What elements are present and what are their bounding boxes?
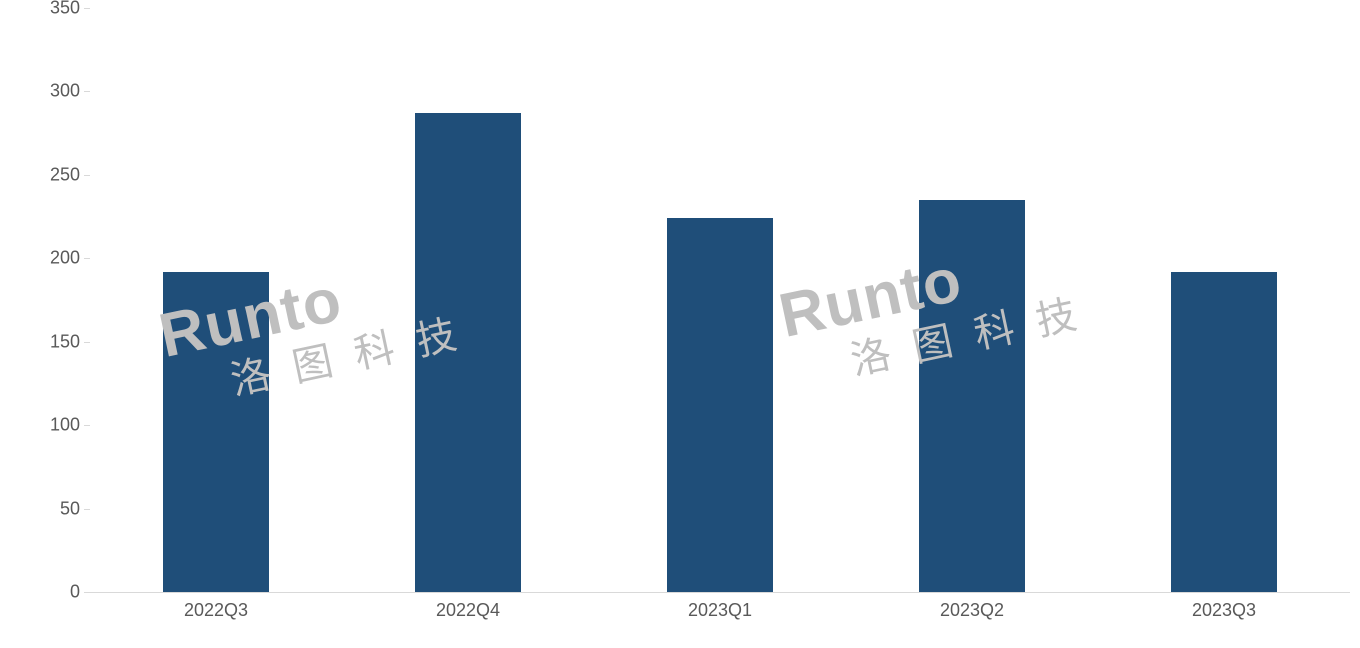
y-axis-tick-label: 100 [10,415,80,436]
bar [1171,272,1277,592]
y-axis-tick-label: 150 [10,331,80,352]
x-axis-tick-label: 2022Q3 [184,600,248,621]
x-axis-tick-label: 2022Q4 [436,600,500,621]
y-axis-tick-mark [84,175,90,176]
x-axis-tick-label: 2023Q3 [1192,600,1256,621]
y-axis-tick-mark [84,91,90,92]
plot-area [90,8,1350,593]
y-axis-tick-mark [84,8,90,9]
bar [667,218,773,592]
x-axis-tick-label: 2023Q2 [940,600,1004,621]
y-axis-tick-label: 300 [10,81,80,102]
y-axis-tick-label: 0 [10,582,80,603]
y-axis-tick-mark [84,342,90,343]
bar [919,200,1025,592]
y-axis-tick-label: 50 [10,498,80,519]
y-axis-tick-label: 250 [10,164,80,185]
y-axis-tick-label: 200 [10,248,80,269]
y-axis-tick-mark [84,425,90,426]
bar-chart-container: 0 50 100 150 200 250 300 350 2022Q3 2022Q4 2023Q1 2… [0,0,1360,648]
bar [163,272,269,592]
x-axis-tick-label: 2023Q1 [688,600,752,621]
y-axis-tick-mark [84,592,90,593]
y-axis-tick-mark [84,509,90,510]
y-axis-tick-mark [84,258,90,259]
y-axis-tick-label: 350 [10,0,80,19]
bar [415,113,521,592]
